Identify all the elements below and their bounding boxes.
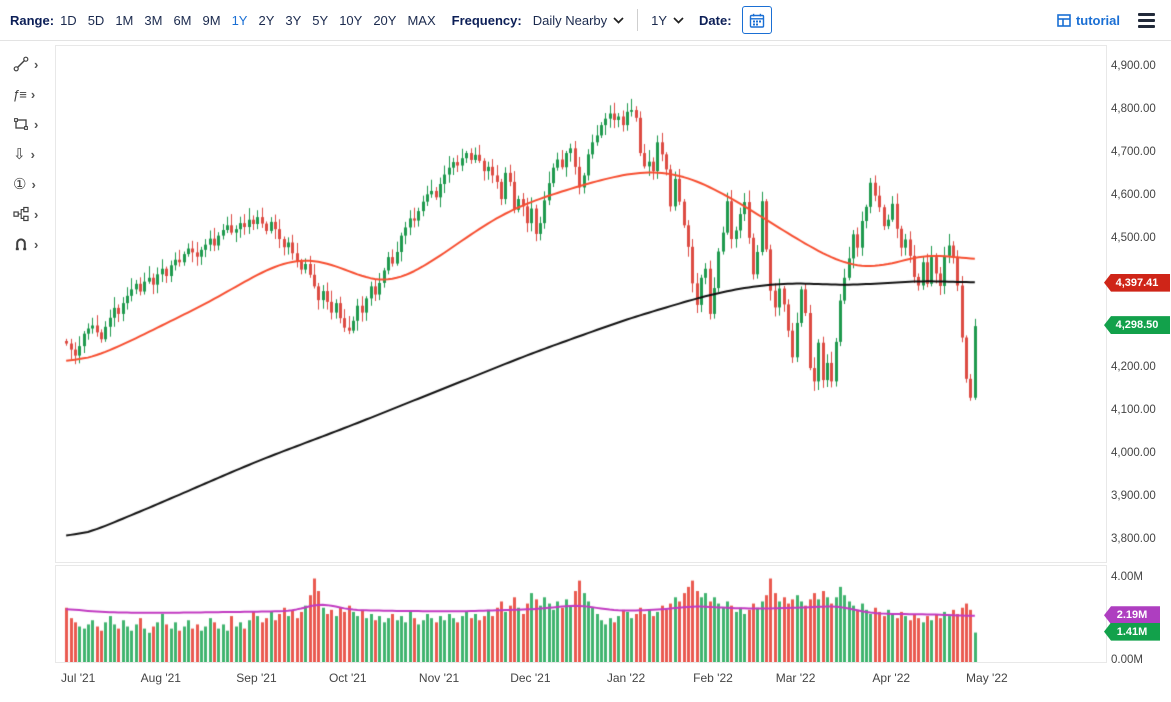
range-option-10y[interactable]: 10Y (339, 12, 363, 28)
chevron-right-icon[interactable]: › (34, 56, 39, 72)
time-axis-label: May '22 (966, 671, 1008, 685)
price-axis-label: 4,100.00 (1111, 403, 1156, 416)
studies-indicator-tool[interactable]: ƒ≡ › (0, 79, 55, 109)
number-annotation-tool[interactable]: ① › (0, 169, 55, 199)
range-options: 1D 5D 1M 3M 6M 9M 1Y 2Y 3Y 5Y 10Y 20Y MAX (60, 13, 436, 28)
volume-axis-label: 0.00M (1111, 654, 1143, 666)
time-axis-label: Sep '21 (236, 671, 277, 685)
connector-flow-tool[interactable]: › (0, 199, 55, 229)
price-axis-label: 4,500.00 (1111, 231, 1156, 244)
magnet-icon (15, 238, 27, 251)
range-option-3m[interactable]: 3M (144, 12, 163, 28)
price-axis-label: 4,000.00 (1111, 446, 1156, 459)
range-option-1d[interactable]: 1D (60, 12, 77, 28)
price-axis-label: 3,800.00 (1111, 532, 1156, 545)
chevron-down-icon (673, 16, 684, 24)
arrow-marker-tool[interactable]: ⇩ › (0, 139, 55, 169)
time-axis-label: Nov '21 (418, 671, 460, 685)
time-axis-label: Jul '21 (61, 671, 96, 685)
annotation-line-tool[interactable]: › (0, 49, 55, 79)
time-axis-label: Dec '21 (510, 671, 551, 685)
range-option-3y[interactable]: 3Y (285, 12, 302, 28)
chevron-right-icon[interactable]: › (34, 206, 39, 222)
studies-indicator-icon: ƒ≡ (13, 86, 27, 102)
time-axis-label: Oct '21 (328, 671, 367, 685)
circled-one-icon: ① (13, 175, 27, 193)
calendar-button[interactable] (741, 6, 772, 34)
chart-toolbar: Range: 1D 5D 1M 3M 6M 9M 1Y 2Y 3Y 5Y 10Y 20Y MAX Fre… (0, 0, 1171, 41)
hamburger-icon (1138, 12, 1155, 16)
tutorial-label: tutorial (1075, 12, 1120, 28)
toolbar-divider (637, 9, 639, 31)
chevron-right-icon[interactable]: › (31, 176, 36, 192)
range-option-5y[interactable]: 5Y (312, 12, 329, 28)
range-option-1m[interactable]: 1M (115, 12, 134, 28)
price-axis-label: 4,200.00 (1111, 360, 1156, 373)
range-label: Range: (10, 12, 55, 28)
volume-chart-canvas[interactable] (55, 565, 1107, 663)
period-dropdown[interactable]: 1Y (646, 13, 689, 28)
price-badge: 4,298.50 (1104, 316, 1170, 335)
shapes-tool[interactable]: › (0, 109, 55, 139)
price-axis-label: 4,900.00 (1111, 59, 1156, 72)
magnet-snap-tool[interactable]: › (0, 229, 55, 259)
chevron-right-icon[interactable]: › (30, 146, 35, 162)
price-chart-canvas[interactable] (55, 45, 1107, 563)
chevron-right-icon[interactable]: › (30, 86, 36, 102)
tutorial-link[interactable]: tutorial (1057, 13, 1120, 28)
price-axis-label: 3,900.00 (1111, 489, 1156, 502)
price-axis-label: 4,800.00 (1111, 102, 1156, 115)
chart-area: 4,900.00 4,800.00 4,700.00 4,600.00 4,500.00… (55, 41, 1171, 702)
toolbar-right-group: tutorial (1057, 11, 1161, 30)
price-badge: 4,397.41 (1104, 273, 1170, 292)
volume-badge: 2.19M (1104, 606, 1160, 625)
date-label: Date: (699, 12, 732, 28)
volume-axis-label: 4.00M (1111, 570, 1143, 583)
range-option-5d[interactable]: 5D (87, 12, 105, 28)
frequency-value: Daily Nearby (532, 12, 608, 28)
range-option-20y[interactable]: 20Y (373, 12, 397, 28)
chevron-right-icon[interactable]: › (34, 236, 39, 252)
tutorial-grid-icon (1057, 13, 1071, 27)
chevron-right-icon[interactable]: › (34, 116, 39, 132)
volume-badge: 1.41M (1104, 622, 1160, 641)
time-axis-label: Aug '21 (140, 671, 181, 685)
price-axis-label: 4,600.00 (1111, 188, 1156, 201)
range-option-max[interactable]: MAX (407, 12, 436, 28)
frequency-label: Frequency: (451, 12, 522, 28)
time-axis-label: Apr '22 (872, 671, 911, 685)
range-option-2y[interactable]: 2Y (258, 12, 275, 28)
calendar-icon (749, 13, 764, 28)
period-value: 1Y (651, 12, 668, 28)
time-axis-label: Mar '22 (775, 671, 816, 685)
frequency-dropdown[interactable]: Daily Nearby (528, 13, 629, 28)
range-option-1y[interactable]: 1Y (231, 12, 248, 28)
annotation-line-icon (13, 56, 29, 72)
range-option-6m[interactable]: 6M (173, 12, 192, 28)
price-axis-label: 4,700.00 (1111, 145, 1156, 158)
arrow-down-icon: ⇩ (13, 145, 26, 163)
time-axis-label: Jan '22 (606, 671, 646, 685)
shapes-rectangle-icon (14, 118, 28, 130)
time-axis-label: Feb '22 (693, 671, 733, 685)
menu-button[interactable] (1136, 11, 1157, 30)
connector-flow-icon (13, 206, 29, 222)
range-option-9m[interactable]: 9M (202, 12, 221, 28)
chevron-down-icon (613, 16, 624, 24)
drawing-tools-sidebar: › ƒ≡ › › ⇩ › ① › (0, 49, 55, 259)
